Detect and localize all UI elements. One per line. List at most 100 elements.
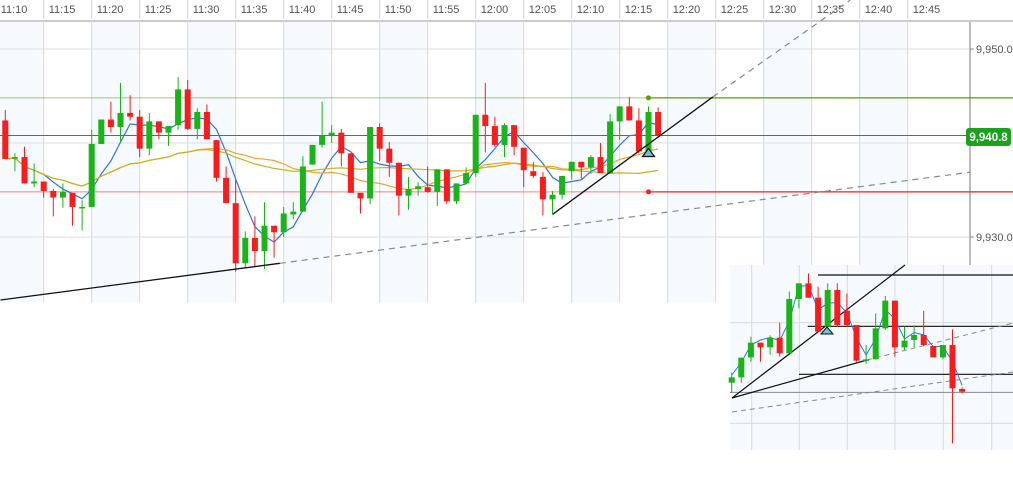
inset-candle-body: [939, 345, 946, 358]
candle-body: [79, 206, 86, 209]
candle-body: [511, 125, 518, 147]
candle-body: [626, 106, 633, 121]
candle-body: [539, 176, 546, 200]
inset-candle-body: [728, 377, 735, 383]
candle-body: [146, 121, 153, 149]
last-price: 9,940.8: [966, 128, 1011, 146]
time-tick-label: 11:40: [289, 4, 316, 16]
trendline-extension: [712, 0, 851, 98]
candle-body: [386, 148, 393, 163]
candle-body: [367, 127, 374, 199]
candle-body: [50, 190, 57, 198]
candle-body: [242, 237, 249, 264]
candle-body: [415, 186, 422, 190]
candle-body: [136, 116, 143, 149]
inset-candle-body: [815, 297, 822, 332]
candle-body: [271, 225, 278, 233]
candle-body: [328, 132, 335, 136]
candle-body: [223, 177, 230, 204]
time-tick-label: 12:00: [481, 4, 509, 16]
candle-body: [107, 119, 114, 128]
inset-candle-body: [863, 359, 870, 361]
candle-body: [405, 189, 412, 196]
candle-body: [376, 127, 383, 149]
column-band: [187, 22, 236, 302]
candle-body: [59, 191, 66, 198]
last-price-label: 9,940.8: [969, 132, 1008, 144]
column-band: [283, 22, 332, 302]
inset-candle-body: [891, 300, 898, 348]
candle-body: [88, 143, 95, 207]
level-anchor-dot: [646, 189, 651, 195]
inset-candle-body: [786, 299, 793, 354]
inset-candle-body: [853, 325, 860, 361]
inset-candle-body: [930, 346, 937, 358]
time-tick-label: 12:05: [529, 4, 557, 16]
candle-body: [184, 89, 191, 129]
inset-alert-triangle-icon: [819, 326, 835, 335]
alert-marker[interactable]: [641, 147, 656, 158]
candle-body: [232, 203, 239, 264]
candle-body: [251, 237, 258, 252]
inset-candle-body: [824, 290, 831, 327]
time-tick-label: 11:55: [433, 4, 460, 16]
candle-body: [501, 125, 508, 145]
candle-body: [31, 181, 38, 184]
candle-body: [203, 111, 210, 140]
candle-body: [194, 111, 201, 129]
column-band: [91, 22, 140, 302]
inset-candle-body: [843, 310, 850, 325]
inset-candle-body: [959, 389, 966, 392]
inset-candle-body: [805, 283, 812, 298]
column-band: [475, 22, 524, 302]
trendlines[interactable]: [0, 0, 971, 301]
time-tick-label: 12:40: [865, 4, 893, 16]
moving-average-line: [5, 149, 659, 187]
inset-candle-body: [767, 337, 774, 348]
horizontal-levels[interactable]: [0, 95, 1013, 195]
candle-body: [520, 147, 527, 171]
inset-candle-body: [757, 342, 764, 348]
candle-body: [453, 183, 460, 202]
candle-body: [597, 157, 604, 174]
candle-body: [165, 126, 172, 133]
time-tick-label: 12:30: [769, 4, 797, 16]
column-band: [859, 22, 908, 302]
trendline: [0, 262, 280, 301]
candle-body: [587, 157, 594, 168]
candle-body: [434, 169, 441, 192]
trendline: [552, 96, 714, 215]
candle-body: [443, 169, 450, 202]
column-band: [763, 22, 812, 302]
candle-body: [299, 166, 306, 212]
moving-average-line: [5, 117, 659, 243]
level-anchor-dot: [646, 95, 651, 101]
time-axis: 11:10 11:15 11:20 11:25 11:30 11:35 11:40 11:45…: [0, 0, 1013, 22]
inset-mini-chart[interactable]: [728, 264, 1013, 450]
candle-body: [338, 132, 345, 154]
inset-background: [730, 265, 1013, 450]
candle-body: [40, 181, 47, 191]
time-tick-label: 11:30: [193, 4, 220, 16]
candle-body: [530, 171, 537, 176]
inset-trendline: [731, 359, 868, 399]
alert-triangle-icon: [641, 147, 656, 158]
inset-candle-body: [747, 342, 754, 358]
candle-body: [117, 112, 124, 128]
time-tick-label: 11:50: [385, 4, 412, 16]
candle-body: [175, 89, 182, 126]
price-tick-label: 9,950.0: [976, 44, 1013, 56]
time-tick-label: 12:45: [913, 4, 941, 16]
inset-trendline-extension: [731, 371, 1013, 413]
column-band: [667, 22, 716, 302]
candle-body: [463, 173, 470, 184]
candle-body: [21, 157, 28, 184]
candle-body: [280, 213, 287, 233]
inset-candle-body: [738, 357, 745, 378]
candle-body: [424, 187, 431, 192]
candle-body: [309, 144, 316, 165]
candle-body: [395, 162, 402, 196]
candle-body: [472, 114, 479, 174]
time-tick-label: 12:35: [817, 4, 845, 16]
